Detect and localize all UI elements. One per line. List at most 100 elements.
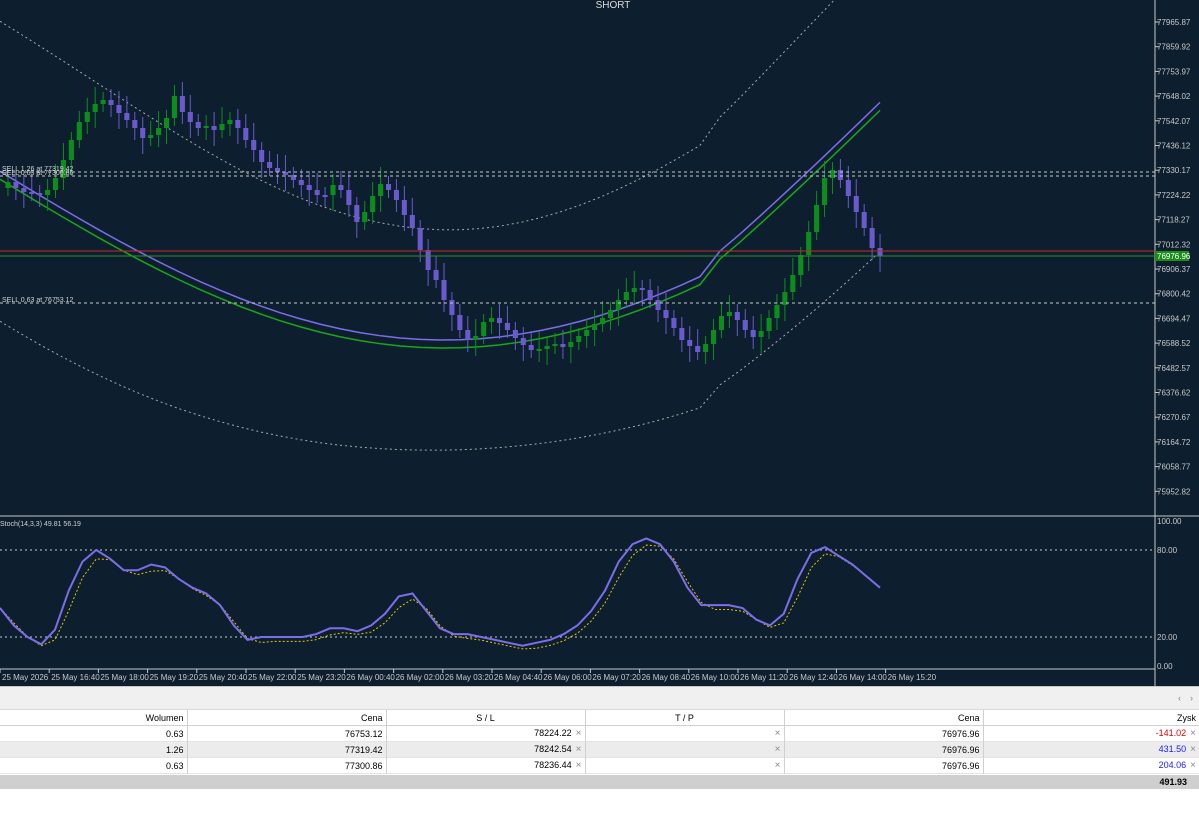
- candle-body: [148, 135, 154, 138]
- candle-body: [267, 162, 273, 168]
- time-tick-label: 25 May 2026: [2, 673, 49, 682]
- candle-body: [132, 120, 138, 128]
- remove-icon[interactable]: ×: [575, 760, 582, 771]
- candle-body: [639, 288, 645, 290]
- price-tick-label: 76588.52: [1157, 339, 1191, 348]
- position-row[interactable]: 1.26 77319.42 × 78242.54 × 76976.96 × 431.50: [0, 741, 1199, 758]
- candle-body: [21, 188, 27, 192]
- position-open-price: 76753.12: [187, 725, 387, 742]
- candle-body: [592, 324, 598, 330]
- total-profit: 491.93: [1159, 777, 1187, 787]
- candle-body: [853, 196, 859, 212]
- position-stop-loss-value: 78236.44: [534, 760, 572, 770]
- price-tick-label: 77542.07: [1157, 117, 1191, 126]
- position-volume-value: 0.63: [165, 760, 184, 771]
- position-open-price-value: 76753.12: [344, 728, 383, 739]
- total-profit-row: 491.93: [0, 775, 1199, 789]
- candle-body: [655, 300, 661, 310]
- position-row[interactable]: 0.63 77300.86 × 78236.44 × 76976.96 × 204.06: [0, 757, 1199, 774]
- candle-body: [338, 185, 344, 190]
- candle-body: [544, 346, 550, 349]
- time-tick-label: 25 May 22:00: [248, 673, 297, 682]
- candle-body: [5, 182, 11, 188]
- scroll-left-icon[interactable]: ‹: [1178, 693, 1181, 703]
- column-header-current-price[interactable]: Cena: [784, 710, 984, 726]
- time-tick-label: 26 May 14:00: [838, 673, 887, 682]
- candle-body: [417, 228, 423, 250]
- candle-body: [140, 128, 146, 138]
- current-price-badge: [1155, 251, 1189, 261]
- time-tick-label: 26 May 10:00: [691, 673, 740, 682]
- remove-icon[interactable]: ×: [1190, 744, 1196, 755]
- candle-body: [314, 190, 320, 195]
- candle-body: [449, 300, 455, 315]
- position-current-price: 76976.96: [784, 757, 984, 774]
- column-header-volume[interactable]: Wolumen: [0, 710, 188, 726]
- candle-body: [171, 96, 177, 118]
- moving-average-slow: [0, 109, 881, 349]
- candle-body: [68, 140, 74, 160]
- candle-body: [822, 178, 828, 205]
- candle-body: [512, 330, 518, 338]
- candle-body: [465, 330, 471, 340]
- position-take-profit: ×: [585, 725, 785, 742]
- candle-body: [330, 185, 336, 195]
- price-tick-label: 75952.82: [1157, 487, 1191, 496]
- candle-body: [576, 336, 582, 342]
- remove-icon[interactable]: ×: [575, 728, 582, 739]
- candle-body: [790, 275, 796, 292]
- candle-body: [124, 113, 130, 120]
- stoch-main-line: [0, 537, 881, 647]
- candle-body: [354, 205, 360, 222]
- candle-body: [814, 205, 820, 232]
- time-tick-label: 25 May 16:40: [51, 673, 100, 682]
- candle-body: [520, 338, 526, 345]
- candle-body: [552, 344, 558, 346]
- candle-body: [504, 323, 510, 330]
- column-header-take-profit[interactable]: T / P: [585, 710, 785, 726]
- current-price-label: 76976.96: [1157, 252, 1191, 261]
- price-tick-label: 76482.57: [1157, 364, 1191, 373]
- candle-body: [298, 180, 304, 185]
- position-row[interactable]: 0.63 76753.12 × 78224.22 × 76976.96 × -141.02: [0, 725, 1199, 742]
- candle-body: [441, 280, 447, 300]
- candle-body: [560, 344, 566, 347]
- candle-body: [385, 184, 392, 190]
- column-header-price[interactable]: Cena: [187, 710, 387, 726]
- column-header-profit[interactable]: Zysk: [983, 710, 1199, 726]
- price-chart[interactable]: SELL 1.26 at 77319.42 SELL 0.63 at 77300.…: [0, 0, 1199, 686]
- candle-body: [100, 100, 106, 104]
- candle-body: [774, 305, 780, 318]
- stoch-axis-label: 80.00: [1157, 546, 1178, 555]
- remove-icon[interactable]: ×: [774, 760, 781, 771]
- remove-icon[interactable]: ×: [1190, 760, 1196, 771]
- candle-body: [346, 190, 352, 205]
- candle-body: [108, 100, 114, 105]
- candle-body: [607, 310, 614, 318]
- stoch-indicator-label: Stoch(14,3,3) 49.81 56.19: [0, 521, 81, 528]
- price-tick-label: 77330.17: [1157, 166, 1191, 175]
- candle-body: [29, 192, 35, 194]
- candle-body: [195, 122, 201, 128]
- price-tick-label: 77753.97: [1157, 67, 1191, 76]
- remove-icon[interactable]: ×: [575, 744, 582, 755]
- scroll-right-icon[interactable]: ›: [1190, 693, 1193, 703]
- remove-icon[interactable]: ×: [774, 744, 781, 755]
- remove-icon[interactable]: ×: [774, 728, 781, 739]
- column-header-stop-loss[interactable]: S / L: [386, 710, 586, 726]
- stoch-axis-label: 100.00: [1157, 517, 1182, 526]
- remove-icon[interactable]: ×: [1190, 728, 1196, 739]
- candle-body: [687, 340, 693, 346]
- order-label: SELL 0.63 at 76753.12: [2, 297, 73, 304]
- candle-body: [829, 170, 836, 178]
- positions-table: Wolumen Cena S / L T / P Cena Zysk 0.63 7…: [0, 710, 1199, 774]
- moving-average-fast: [0, 101, 881, 341]
- price-tick-label: 77965.87: [1157, 18, 1191, 27]
- candle-body: [806, 232, 812, 255]
- trade-terminal: ‹ › Wolumen Cena S / L T / P Cena Zysk 0…: [0, 686, 1199, 826]
- candle-body: [60, 160, 66, 178]
- candle-body: [13, 182, 19, 188]
- candle-body: [92, 104, 98, 112]
- position-profit-value: 431.50: [1158, 744, 1187, 754]
